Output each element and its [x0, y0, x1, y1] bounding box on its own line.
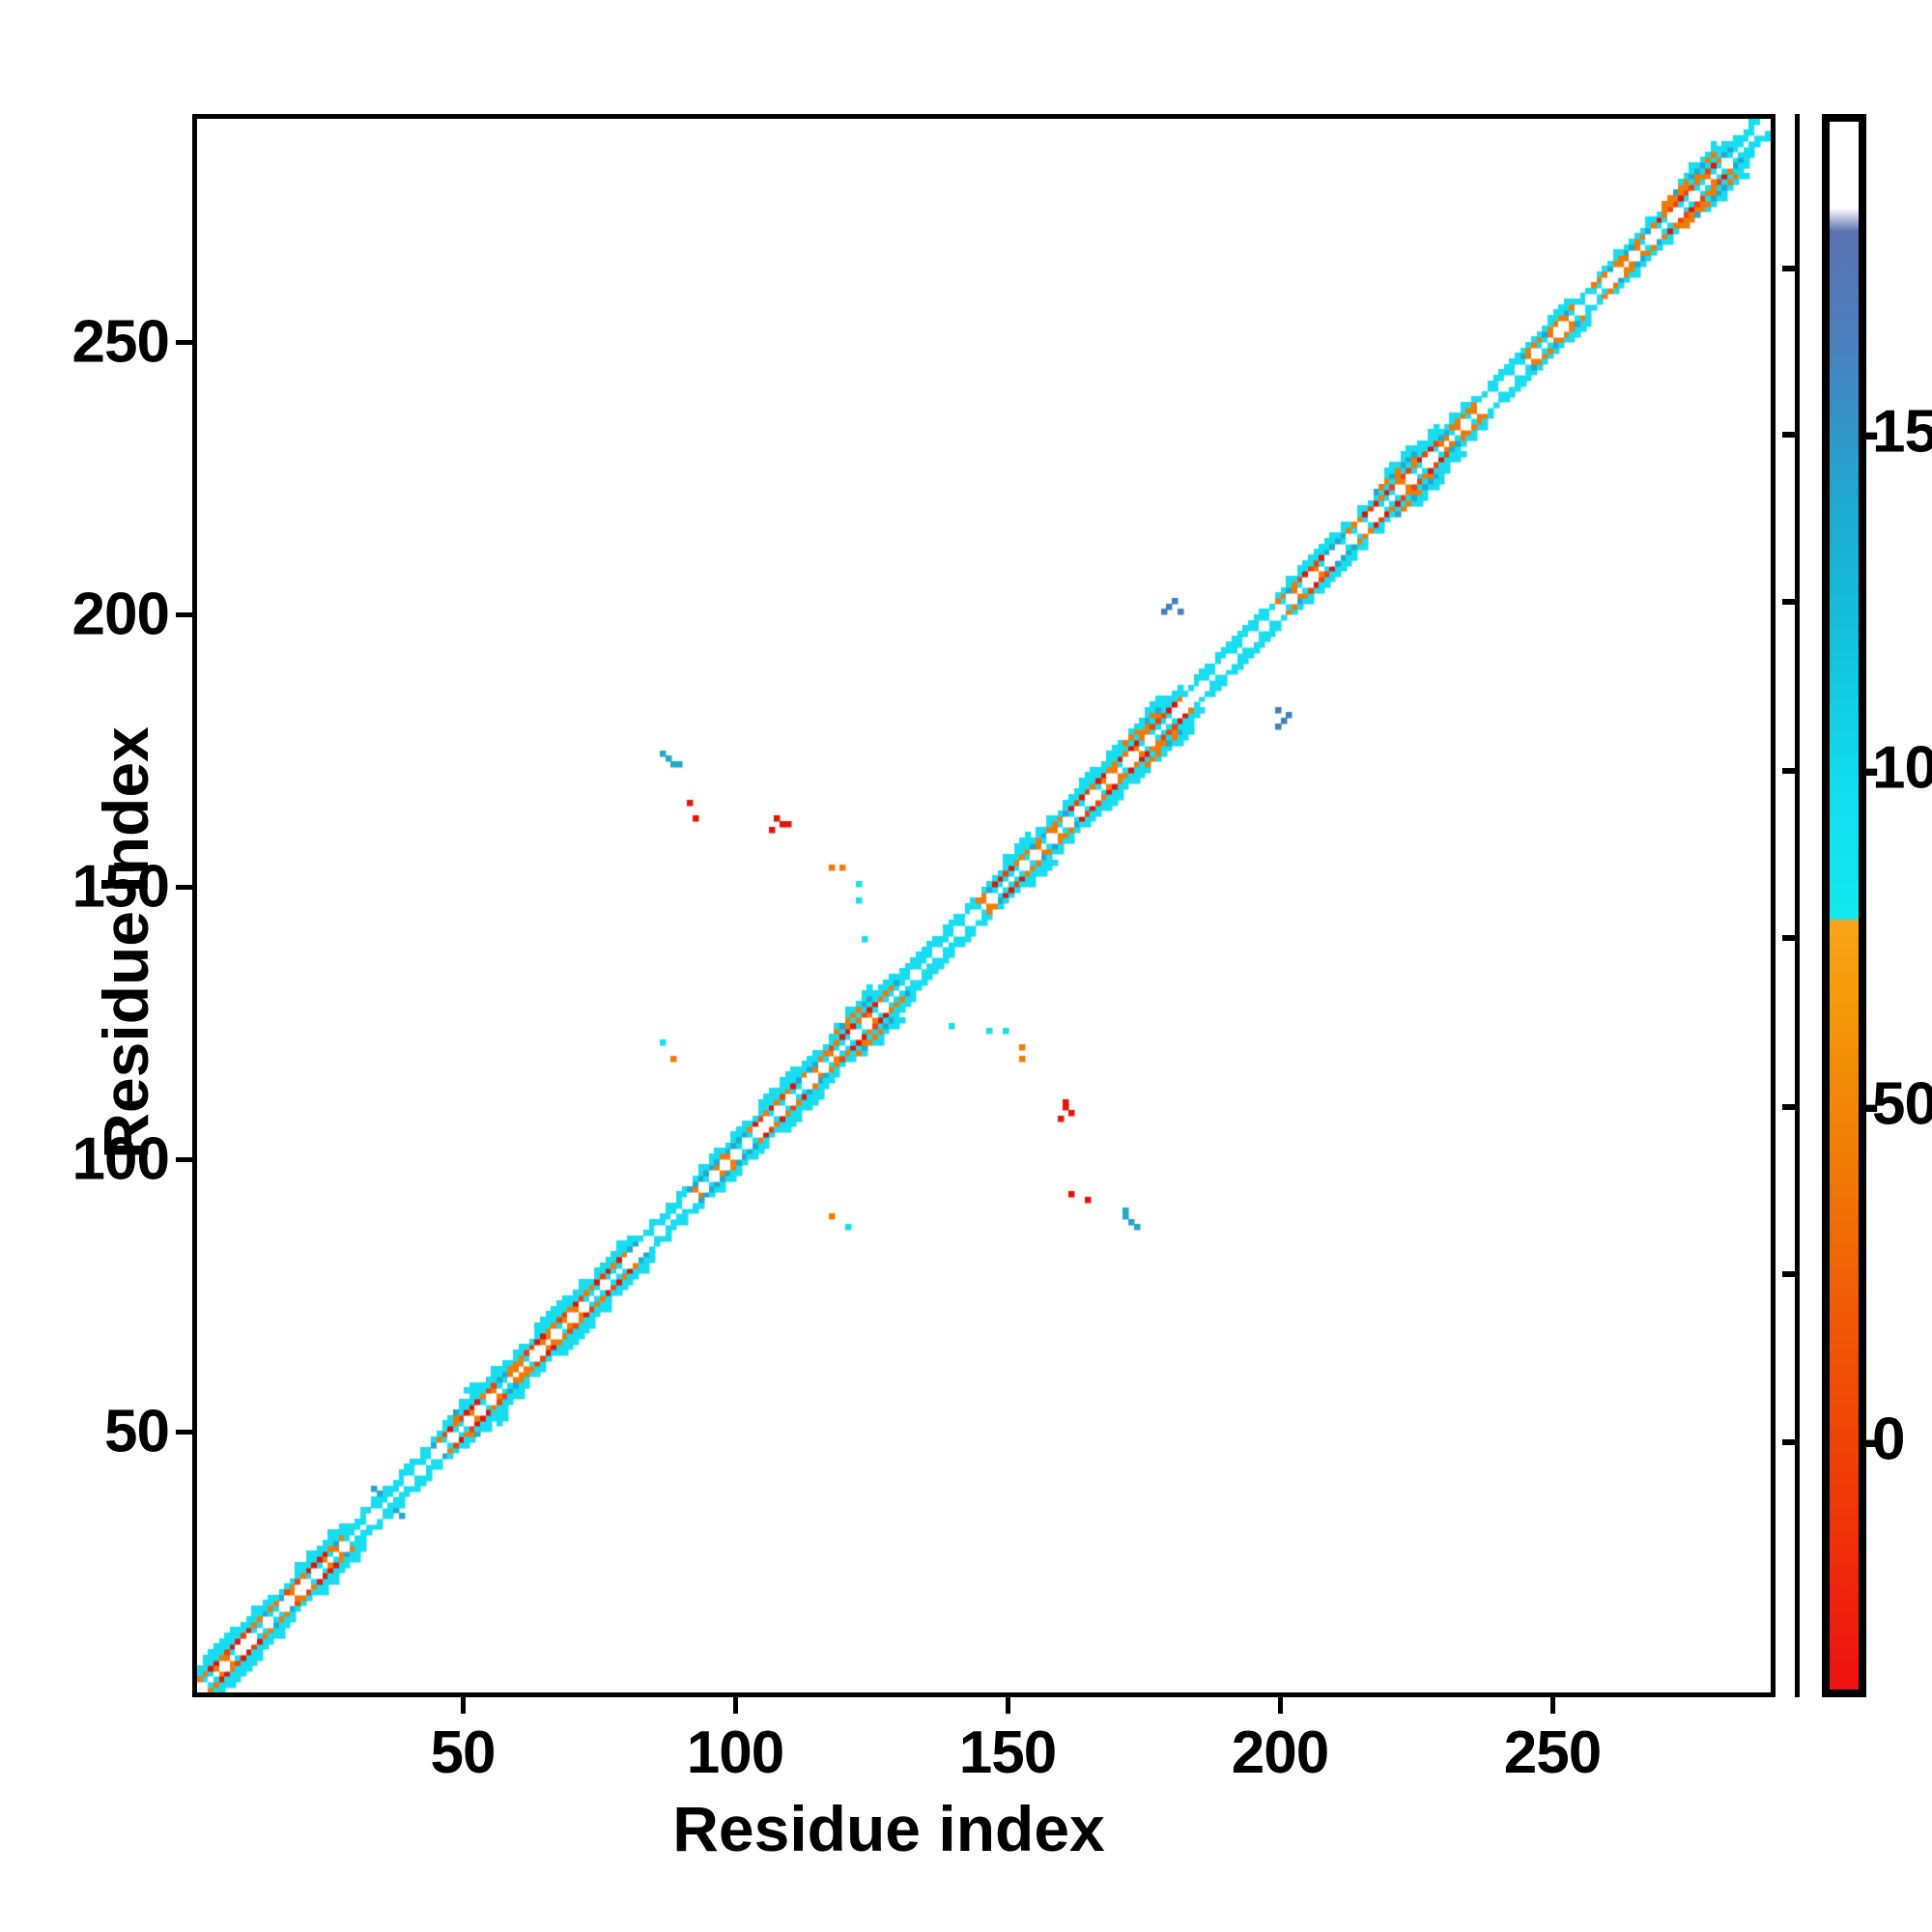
y-tick-label-200: 200 — [71, 581, 170, 648]
colorbar-label-50: 50 — [1872, 1070, 1932, 1138]
x-axis-title-text: Residue index — [672, 1793, 1105, 1864]
y-tick-200 — [176, 612, 192, 617]
y-tick-label-250: 250 — [71, 308, 170, 376]
colorbar-tick-100 — [1782, 768, 1798, 774]
x-tick-250 — [1550, 1697, 1555, 1714]
x-tick-150 — [1006, 1697, 1010, 1714]
colorbar-axis-line — [1795, 114, 1800, 1697]
x-tick-label-100: 100 — [686, 1719, 784, 1786]
colorbar-tick-minor-3 — [1782, 935, 1798, 941]
colorbar-tick-50 — [1782, 1104, 1798, 1110]
y-tick-250 — [176, 340, 192, 345]
colorbar-label-dash-0: ‑ — [1860, 1406, 1880, 1473]
x-tick-label-50: 50 — [430, 1719, 497, 1786]
x-tick-200 — [1278, 1697, 1283, 1714]
colorbar-tick-150 — [1782, 432, 1798, 438]
colorbar-tick-minor-1 — [1782, 266, 1798, 271]
y-tick-50 — [176, 1430, 192, 1435]
x-tick-label-250: 250 — [1503, 1719, 1602, 1786]
colorbar-tick-minor-4 — [1782, 1271, 1798, 1277]
colorbar-gradient — [1830, 122, 1859, 1690]
colorbar-tick-0 — [1782, 1439, 1798, 1445]
x-tick-label-150: 150 — [958, 1719, 1057, 1786]
heatmap-plot-area — [192, 114, 1776, 1697]
colorbar-box — [1822, 114, 1866, 1697]
colorbar-label-100: 100 — [1872, 734, 1932, 802]
colorbar-label-0: 0 — [1872, 1406, 1905, 1473]
x-tick-100 — [733, 1697, 738, 1714]
x-tick-50 — [461, 1697, 466, 1714]
y-tick-label-150: 150 — [71, 853, 170, 921]
colorbar-label-dash-50: ‑ — [1860, 1070, 1880, 1138]
heatmap-canvas — [197, 119, 1771, 1692]
colorbar-label-150: 150 — [1872, 398, 1932, 466]
x-axis-title: Residue index — [0, 1792, 1932, 1865]
colorbar-tick-minor-2 — [1782, 599, 1798, 605]
colorbar-label-dash-150: ‑ — [1860, 398, 1880, 466]
colorbar-label-dash-100: ‑ — [1860, 734, 1880, 802]
y-tick-label-50: 50 — [104, 1398, 170, 1465]
x-tick-label-200: 200 — [1231, 1719, 1329, 1786]
y-tick-150 — [176, 885, 192, 890]
y-tick-label-100: 100 — [71, 1125, 170, 1193]
y-tick-100 — [176, 1157, 192, 1162]
y-axis-title: Residue index — [90, 726, 161, 1159]
colorbar — [1822, 114, 1866, 1697]
